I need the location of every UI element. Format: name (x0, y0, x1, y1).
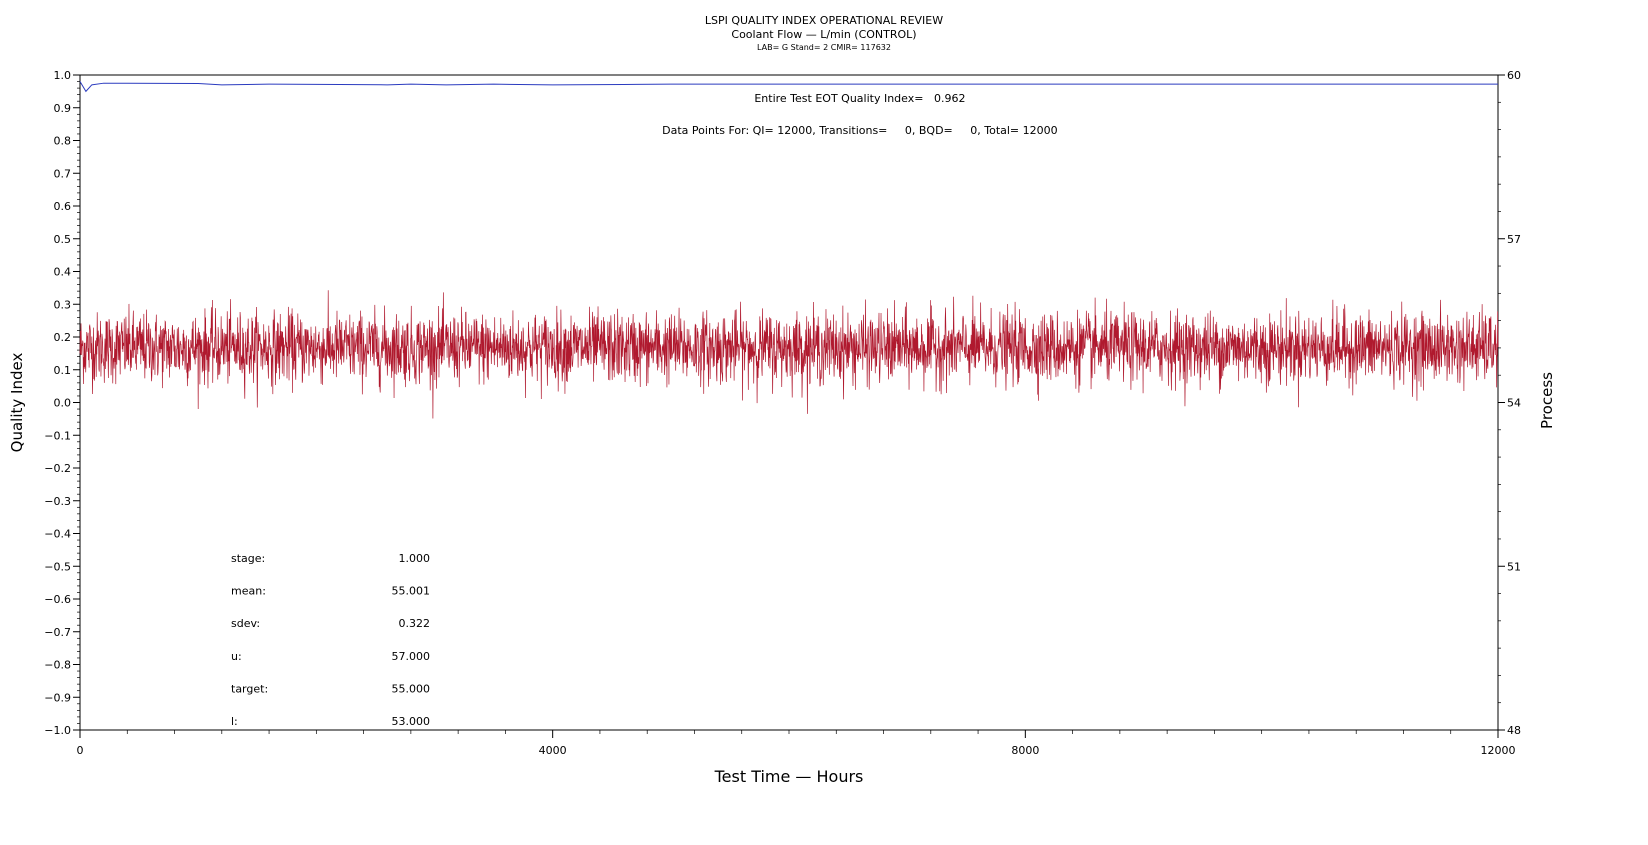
y-left-tick-label: −0.8 (44, 659, 71, 672)
y-left-tick-label: 0.8 (54, 135, 72, 148)
y-right-tick-label: 51 (1507, 560, 1521, 573)
y-left-tick-label: −0.5 (44, 560, 71, 573)
plot-frame (79, 74, 1499, 731)
y-left-tick-label: 0.0 (54, 397, 72, 410)
y-left-tick-label: 0.4 (54, 266, 72, 279)
x-tick-label: 0 (77, 744, 84, 757)
process-series-trace (79, 290, 1499, 419)
y-left-tick-label: 0.5 (54, 233, 72, 246)
y-left-tick-label: −1.0 (44, 724, 71, 737)
y-left-tick-label: 1.0 (54, 69, 72, 82)
stats-value: 1.000 (399, 552, 431, 565)
y-left-tick-label: −0.6 (44, 593, 71, 606)
x-tick-label: 4000 (539, 744, 567, 757)
stats-block: stage: 1.000 mean: 55.001 sdev: 0.322 u: 57.000… (231, 552, 430, 728)
y-left-axis: 1.0 0.9 0.8 0.7 0.6 0.5 0.4 0.3 0.2 0.1 0.0 −0.1 −0.… (44, 69, 80, 737)
y-left-tick-label: −0.9 (44, 691, 71, 704)
y-right-tick-label: 48 (1507, 724, 1521, 737)
x-axis-label: Test Time — Hours (714, 767, 864, 786)
y-right-tick-label: 60 (1507, 69, 1521, 82)
y-right-axis: 60 57 54 51 48 (1498, 69, 1521, 737)
stats-label: stage: (231, 552, 265, 565)
y-left-tick-label: 0.9 (54, 102, 72, 115)
chart-subtitle: Coolant Flow — L/min (CONTROL) (731, 28, 917, 41)
chart-title: LSPI QUALITY INDEX OPERATIONAL REVIEW (704, 14, 944, 27)
stats-value: 55.000 (392, 682, 431, 695)
x-tick-label: 12000 (1481, 744, 1516, 757)
stats-value: 53.000 (392, 715, 431, 728)
y-left-tick-label: 0.7 (54, 167, 72, 180)
stats-label: mean: (231, 585, 266, 598)
stats-label: target: (231, 682, 268, 695)
eot-quality-annotation: Entire Test EOT Quality Index= 0.962 (754, 92, 965, 105)
x-axis: 0 4000 8000 12000 (77, 730, 1516, 757)
y-left-tick-label: −0.7 (44, 626, 71, 639)
y-left-axis-label: Quality Index (8, 353, 26, 453)
x-tick-label: 8000 (1011, 744, 1039, 757)
y-left-tick-label: 0.2 (54, 331, 72, 344)
y-right-tick-label: 54 (1507, 397, 1521, 410)
stats-label: l: (231, 715, 238, 728)
stats-label: u: (231, 650, 242, 663)
y-right-tick-label: 57 (1507, 233, 1521, 246)
stats-value: 57.000 (392, 650, 431, 663)
y-left-tick-label: −0.4 (44, 528, 71, 541)
data-points-annotation: Data Points For: QI= 12000, Transitions=… (662, 124, 1057, 137)
y-left-tick-label: 0.1 (54, 364, 72, 377)
chart-info-line: LAB= G Stand= 2 CMIR= 117632 (757, 43, 891, 52)
y-right-axis-label: Process (1538, 372, 1556, 429)
y-left-tick-label: 0.6 (54, 200, 72, 213)
stats-label: sdev: (231, 617, 260, 630)
y-left-tick-label: −0.1 (44, 429, 71, 442)
y-left-tick-label: 0.3 (54, 298, 72, 311)
quality-index-line (79, 81, 1498, 93)
y-left-tick-label: −0.2 (44, 462, 71, 475)
y-left-tick-label: −0.3 (44, 495, 71, 508)
stats-value: 0.322 (399, 617, 431, 630)
stats-value: 55.001 (392, 585, 431, 598)
